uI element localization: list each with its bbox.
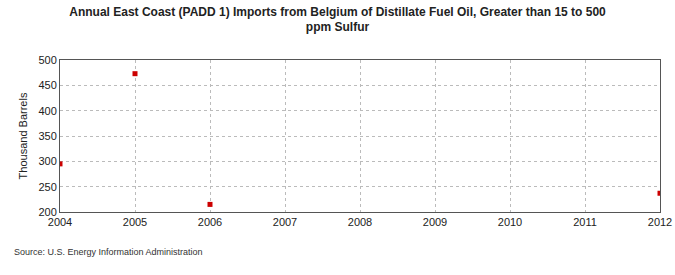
svg-text:2005: 2005 (123, 216, 147, 228)
svg-text:2008: 2008 (348, 216, 372, 228)
svg-text:200: 200 (38, 206, 56, 218)
svg-text:2007: 2007 (273, 216, 297, 228)
svg-text:2011: 2011 (573, 216, 597, 228)
svg-text:2004: 2004 (48, 216, 72, 228)
svg-text:2010: 2010 (498, 216, 522, 228)
svg-text:2009: 2009 (423, 216, 447, 228)
svg-text:350: 350 (38, 130, 56, 142)
svg-text:2006: 2006 (198, 216, 222, 228)
svg-text:300: 300 (38, 155, 56, 167)
svg-text:Thousand Barrels: Thousand Barrels (17, 92, 29, 179)
svg-text:Annual East Coast (PADD 1) Imp: Annual East Coast (PADD 1) Imports from … (69, 5, 606, 35)
svg-text:500: 500 (38, 54, 56, 66)
svg-text:250: 250 (38, 181, 56, 193)
svg-text:400: 400 (38, 105, 56, 117)
svg-text:450: 450 (38, 79, 56, 91)
svg-text:Source: U.S. Energy Informatio: Source: U.S. Energy Information Administ… (14, 247, 203, 257)
svg-text:2012: 2012 (648, 216, 672, 228)
